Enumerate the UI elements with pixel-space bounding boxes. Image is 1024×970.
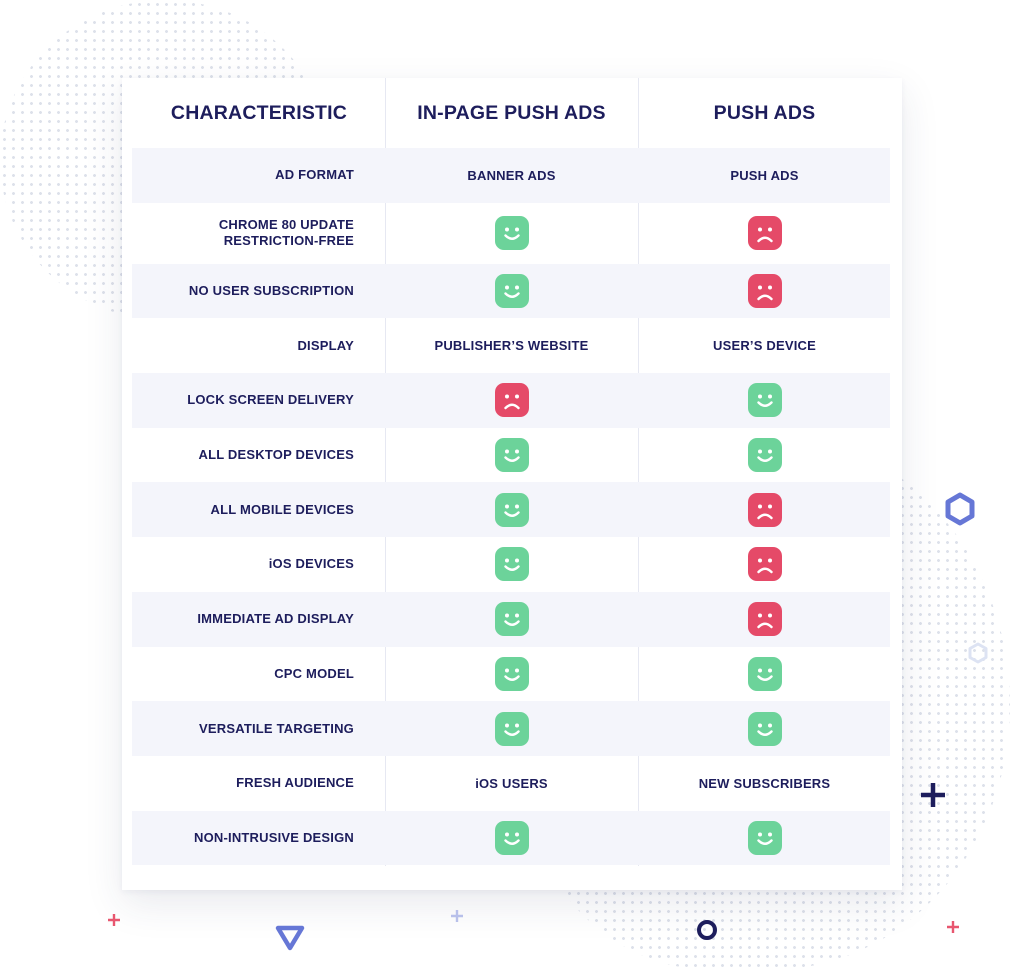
in-page-push-cell: [385, 592, 638, 647]
column-divider: [385, 78, 386, 866]
row-label: CHROME 80 UPDATE RESTRICTION-FREE: [218, 217, 354, 249]
table-row: DISPLAY PUBLISHER’S WEBSITE USER’S DEVICE: [132, 318, 890, 373]
push-ads-cell: NEW SUBSCRIBERS: [638, 756, 891, 811]
table-row: NO USER SUBSCRIPTION: [132, 263, 891, 319]
happy-face-icon: [747, 383, 782, 418]
push-ads-cell: [638, 482, 891, 537]
cell-text: PUBLISHER’S WEBSITE: [434, 338, 589, 354]
table-row: IMMEDIATE AD DISPLAY: [132, 591, 891, 647]
in-page-push-cell: iOS USERS: [385, 756, 638, 811]
in-page-push-cell: PUBLISHER’S WEBSITE: [385, 318, 638, 373]
in-page-push-cell: [385, 203, 638, 264]
in-page-push-cell: [385, 701, 638, 756]
in-page-push-cell: [385, 537, 638, 592]
sad-face-icon: [747, 274, 782, 309]
in-page-push-cell: [385, 811, 638, 866]
table-body: AD FORMAT BANNER ADS PUSH ADS CHROME 80 UPD…: [132, 148, 891, 866]
hexagon-outline-icon: [968, 642, 988, 664]
table-row: ALL DESKTOP DEVICES: [132, 428, 890, 483]
table-row: FRESH AUDIENCE iOS USERS NEW SUBSCRIBERS: [132, 756, 890, 811]
push-ads-cell: [638, 592, 891, 647]
row-label: ALL DESKTOP DEVICES: [198, 447, 354, 463]
sad-face-icon: [747, 602, 782, 637]
in-page-push-cell: [385, 428, 638, 483]
plus-icon: [451, 910, 463, 922]
table-row: CPC MODEL: [132, 647, 890, 702]
happy-face-icon: [494, 492, 529, 527]
happy-face-icon: [747, 711, 782, 746]
in-page-push-cell: [385, 264, 638, 319]
in-page-push-cell: [385, 647, 638, 702]
happy-face-icon: [494, 438, 529, 473]
happy-face-icon: [494, 547, 529, 582]
happy-face-icon: [494, 656, 529, 691]
push-ads-cell: [638, 203, 891, 264]
table-row: CHROME 80 UPDATE RESTRICTION-FREE: [132, 203, 890, 264]
in-page-push-cell: [385, 482, 638, 537]
push-ads-cell: [638, 647, 891, 702]
happy-face-icon: [494, 602, 529, 637]
happy-face-icon: [747, 820, 782, 855]
row-label: AD FORMAT: [275, 167, 354, 183]
table-row: ALL MOBILE DEVICES: [132, 482, 891, 538]
row-label: DISPLAY: [297, 337, 354, 353]
push-ads-cell: USER’S DEVICE: [638, 318, 891, 373]
cell-text: iOS USERS: [475, 775, 548, 791]
push-ads-cell: PUSH ADS: [638, 148, 891, 203]
cell-text: USER’S DEVICE: [712, 338, 816, 354]
triangle-down-icon: [275, 925, 305, 951]
push-ads-cell: [638, 373, 891, 428]
push-ads-cell: [638, 701, 891, 756]
plus-icon: [947, 921, 959, 933]
header-in-page-push-ads: IN-PAGE PUSH ADS: [417, 101, 606, 124]
happy-face-icon: [494, 820, 529, 855]
table-row: iOS DEVICES: [132, 537, 890, 592]
sad-face-icon: [747, 492, 782, 527]
row-label: CPC MODEL: [274, 665, 354, 681]
push-ads-cell: [638, 264, 891, 319]
plus-icon: [921, 783, 945, 807]
happy-face-icon: [747, 656, 782, 691]
table-row: NON-INTRUSIVE DESIGN: [132, 810, 891, 866]
table-header: CHARACTERISTIC IN-PAGE PUSH ADS PUSH ADS: [122, 78, 902, 148]
table-row: LOCK SCREEN DELIVERY: [132, 373, 890, 428]
happy-face-icon: [494, 216, 529, 251]
row-label: LOCK SCREEN DELIVERY: [187, 392, 354, 408]
header-characteristic: CHARACTERISTIC: [170, 101, 348, 124]
sad-face-icon: [494, 383, 529, 418]
cell-text: NEW SUBSCRIBERS: [698, 775, 831, 791]
happy-face-icon: [747, 438, 782, 473]
sad-face-icon: [747, 547, 782, 582]
cell-text: PUSH ADS: [730, 167, 799, 183]
row-label: NO USER SUBSCRIPTION: [188, 283, 354, 299]
push-ads-cell: [638, 428, 891, 483]
ring-icon: [697, 920, 717, 940]
row-label: FRESH AUDIENCE: [236, 775, 354, 791]
column-divider: [638, 78, 639, 866]
header-push-ads: PUSH ADS: [713, 101, 816, 124]
table-row: VERSATILE TARGETING: [132, 701, 890, 756]
row-label: ALL MOBILE DEVICES: [210, 501, 354, 517]
sad-face-icon: [747, 216, 782, 251]
row-label: iOS DEVICES: [268, 556, 354, 572]
cell-text: BANNER ADS: [467, 167, 556, 183]
in-page-push-cell: BANNER ADS: [385, 148, 638, 203]
push-ads-cell: [638, 811, 891, 866]
hexagon-outline-icon: [945, 492, 975, 526]
comparison-table-card: CHARACTERISTIC IN-PAGE PUSH ADS PUSH ADS…: [122, 78, 902, 890]
happy-face-icon: [494, 274, 529, 309]
row-label: VERSATILE TARGETING: [199, 720, 354, 736]
push-ads-cell: [638, 537, 891, 592]
plus-icon: [108, 914, 120, 926]
row-label: NON-INTRUSIVE DESIGN: [193, 829, 354, 845]
happy-face-icon: [494, 711, 529, 746]
row-label: IMMEDIATE AD DISPLAY: [197, 611, 354, 627]
table-row: AD FORMAT BANNER ADS PUSH ADS: [132, 148, 890, 203]
in-page-push-cell: [385, 373, 638, 428]
